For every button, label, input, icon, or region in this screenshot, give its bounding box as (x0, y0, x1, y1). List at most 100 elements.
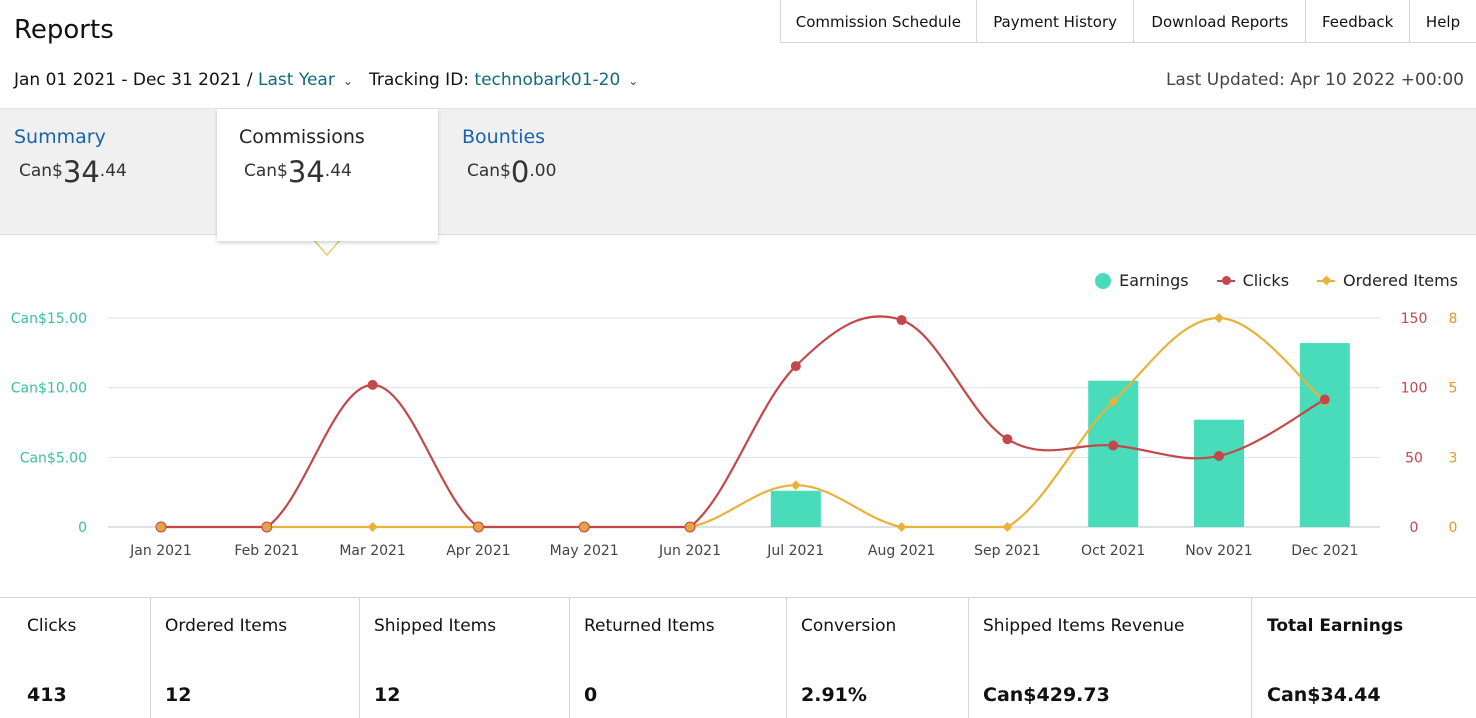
stat-total-earnings: Total Earnings Can$34.44 (1252, 598, 1476, 718)
payment-history-button[interactable]: Payment History (977, 0, 1135, 43)
x-tick-label: Apr 2021 (446, 543, 510, 559)
stat-value: Can$429.73 (983, 684, 1110, 706)
tab-bounties-label: Bounties (462, 126, 546, 148)
ordered-items-point (1002, 522, 1013, 532)
tab-summary[interactable]: Summary Can$34.44 (14, 109, 214, 236)
legend-clicks[interactable]: Clicks (1216, 271, 1290, 290)
y-right-clicks-tick-label: 100 (1401, 381, 1428, 397)
chevron-down-icon[interactable]: ⌄ (342, 74, 353, 88)
y-left-tick-label: Can$5.00 (20, 450, 87, 466)
tab-bounties[interactable]: Bounties Can$0.00 (462, 109, 662, 236)
x-tick-label: Jul 2021 (766, 543, 824, 559)
x-tick-label: Sep 2021 (974, 543, 1040, 559)
amount-whole: 34 (62, 155, 100, 189)
y-left-tick-label: 0 (78, 520, 87, 536)
tab-commissions-label: Commissions (239, 126, 365, 148)
ordered-items-point (896, 522, 907, 532)
legend-ordered-items[interactable]: Ordered Items (1317, 271, 1458, 290)
currency-label: Can$ (244, 161, 288, 181)
earnings-swatch (1095, 272, 1112, 289)
date-range-filter[interactable]: Jan 01 2021 - Dec 31 2021 / Last Year ⌄ (14, 70, 353, 90)
page-title: Reports (14, 15, 114, 45)
y-right-ordered-tick-label: 0 (1449, 520, 1458, 536)
stat-value: 2.91% (801, 684, 867, 706)
stats-bar: Clicks 413 Ordered Items 12 Shipped Item… (0, 597, 1476, 718)
stat-value: 12 (165, 684, 192, 706)
currency-label: Can$ (467, 161, 511, 181)
tab-bounties-amount: Can$0.00 (462, 158, 662, 187)
x-tick-label: May 2021 (550, 543, 619, 559)
amount-whole: 0 (510, 155, 530, 189)
amount-decimal: .44 (99, 161, 127, 181)
x-tick-label: Dec 2021 (1291, 543, 1358, 559)
stat-label: Returned Items (584, 616, 715, 636)
period-select[interactable]: Last Year (258, 70, 335, 90)
clicks-point (896, 315, 907, 326)
ordered-items-point (367, 522, 378, 532)
help-button[interactable]: Help (1425, 12, 1461, 31)
earnings-bar (770, 490, 821, 527)
last-updated-text: Last Updated: Apr 10 2022 +00:00 (1165, 70, 1464, 90)
y-right-ordered-tick-label: 3 (1449, 450, 1458, 466)
x-tick-label: Jun 2021 (658, 543, 721, 559)
ordered-items-line (160, 316, 1326, 529)
legend-ordered-items-label: Ordered Items (1343, 271, 1458, 290)
y-right-clicks-tick-label: 0 (1410, 520, 1419, 536)
tab-commissions-amount: Can$34.44 (239, 158, 438, 187)
stat-value: 413 (27, 684, 67, 706)
stat-value: Can$34.44 (1267, 684, 1381, 706)
legend-earnings[interactable]: Earnings (1095, 271, 1189, 290)
clicks-point (790, 361, 801, 372)
x-tick-label: Aug 2021 (868, 543, 935, 559)
x-tick-label: Mar 2021 (339, 543, 406, 559)
download-reports-button[interactable]: Download Reports (1134, 0, 1307, 43)
x-tick-label: Oct 2021 (1081, 543, 1145, 559)
chart-legend: Earnings Clicks Ordered Items (1067, 271, 1458, 290)
commission-schedule-button[interactable]: Commission Schedule (781, 0, 977, 43)
clicks-point (578, 521, 590, 533)
earnings-chart: 0 Can$5.00 Can$10.00 Can$15.00 0 50 100 150 0 3 5 8… (11, 311, 1458, 559)
active-tab-pointer (313, 239, 341, 256)
clicks-point (1319, 394, 1330, 405)
y-left-tick-label: Can$15.00 (11, 311, 87, 327)
legend-clicks-label: Clicks (1242, 271, 1290, 290)
ordered-items-swatch (1317, 275, 1336, 285)
stat-value: 0 (584, 684, 598, 706)
stat-clicks: Clicks 413 (0, 598, 151, 718)
clicks-point (1002, 434, 1013, 445)
stat-label: Total Earnings (1267, 616, 1404, 636)
x-tick-label: Jan 2021 (129, 543, 192, 559)
earnings-bar (1194, 419, 1244, 527)
tab-summary-amount: Can$34.44 (14, 158, 214, 187)
clicks-swatch (1216, 275, 1235, 285)
top-nav: Commission Schedule Payment History Down… (780, 0, 1476, 43)
chevron-down-icon[interactable]: ⌄ (628, 74, 639, 88)
stat-returned-items: Returned Items 0 (570, 598, 787, 718)
ordered-items-point (790, 480, 801, 491)
stat-conversion: Conversion 2.91% (787, 598, 969, 718)
clicks-point (261, 521, 273, 533)
stat-label: Shipped Items (374, 616, 497, 636)
tracking-id-select[interactable]: technobark01-20 (474, 70, 621, 90)
ordered-items-point (1108, 396, 1119, 407)
stat-shipped-items: Shipped Items 12 (360, 598, 570, 718)
date-range-text: Jan 01 2021 - Dec 31 2021 (14, 70, 242, 90)
y-right-clicks-tick-label: 150 (1401, 311, 1428, 327)
clicks-point (684, 521, 696, 533)
clicks-line (160, 315, 1326, 529)
x-tick-label: Nov 2021 (1185, 543, 1252, 559)
x-tick-label: Feb 2021 (234, 543, 299, 559)
feedback-button[interactable]: Feedback (1306, 0, 1411, 43)
tracking-id-filter[interactable]: Tracking ID: technobark01-20 ⌄ (369, 70, 638, 90)
filter-row: Jan 01 2021 - Dec 31 2021 / Last Year ⌄ T… (14, 70, 1464, 94)
date-separator: / (246, 70, 253, 90)
y-right-ordered-tick-label: 8 (1449, 311, 1458, 327)
stat-label: Ordered Items (165, 616, 288, 636)
earnings-bar (1299, 343, 1350, 527)
y-right-ordered-tick-label: 5 (1449, 381, 1458, 397)
amount-decimal: .44 (324, 161, 352, 181)
clicks-point (472, 521, 484, 533)
ordered-items-point (1214, 313, 1224, 323)
tab-commissions[interactable]: Commissions Can$34.44 (217, 109, 438, 241)
y-right-clicks-tick-label: 50 (1405, 450, 1423, 466)
